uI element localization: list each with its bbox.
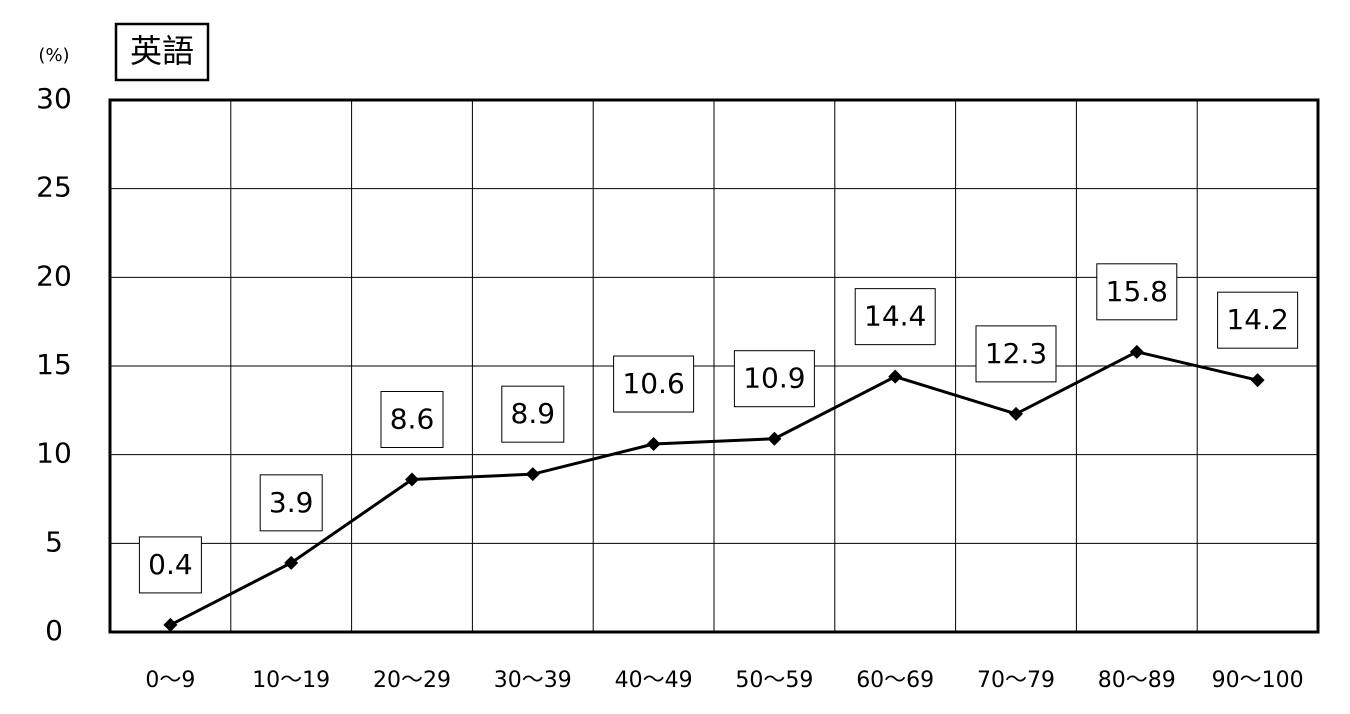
marker <box>767 431 782 446</box>
y-tick-label: 20 <box>36 259 72 292</box>
data-label-box <box>1217 291 1299 349</box>
data-label: 15.8 <box>1106 275 1168 308</box>
marker <box>1129 344 1144 359</box>
marker <box>888 369 903 384</box>
marker <box>163 617 178 632</box>
data-label: 14.4 <box>864 300 926 333</box>
data-label: 10.6 <box>622 367 684 400</box>
data-label-box <box>854 288 936 346</box>
plot-border <box>108 98 1320 634</box>
marker <box>1250 373 1265 388</box>
x-tick-label: 60～69 <box>856 668 934 693</box>
data-label-box <box>1096 263 1178 321</box>
marker <box>284 555 299 570</box>
marker <box>525 467 540 482</box>
chart-title: 英語 <box>130 32 194 70</box>
title-box <box>114 22 210 82</box>
x-tick-label: 70～79 <box>977 668 1055 693</box>
marker <box>1009 406 1023 421</box>
x-tick-label: 10～19 <box>252 668 330 693</box>
x-tick-label: 30～39 <box>494 668 572 693</box>
x-tick-label: 50～59 <box>735 668 813 693</box>
x-tick-label: 80～89 <box>1098 668 1176 693</box>
x-tick-label: 40～49 <box>615 668 693 693</box>
x-tick-label: 20～29 <box>373 668 451 693</box>
y-tick-label: 15 <box>36 348 72 381</box>
data-label-box <box>380 390 444 448</box>
y-tick-label: 0 <box>45 614 63 647</box>
data-label: 10.9 <box>743 362 805 395</box>
marker <box>405 472 419 487</box>
marker <box>646 437 661 452</box>
data-label-box <box>138 536 202 594</box>
data-label-box <box>501 385 565 443</box>
y-axis-label: (%) <box>38 45 69 66</box>
x-tick-label: 0～9 <box>145 668 195 693</box>
data-label: 0.4 <box>148 548 193 581</box>
data-label-box <box>975 325 1057 383</box>
y-tick-label: 5 <box>45 525 63 558</box>
data-label: 12.3 <box>985 337 1047 370</box>
y-tick-label: 10 <box>36 437 72 470</box>
data-label-box <box>259 474 323 532</box>
data-label-box <box>613 355 695 413</box>
data-label: 8.6 <box>390 402 435 435</box>
data-label: 3.9 <box>269 486 314 519</box>
y-tick-label: 25 <box>36 171 72 204</box>
data-label-box <box>733 350 815 408</box>
y-tick-label: 30 <box>36 82 72 115</box>
data-label: 14.2 <box>1226 303 1288 336</box>
x-tick-label: 90～100 <box>1212 668 1304 693</box>
line <box>169 350 1258 627</box>
data-label: 8.9 <box>511 397 556 430</box>
